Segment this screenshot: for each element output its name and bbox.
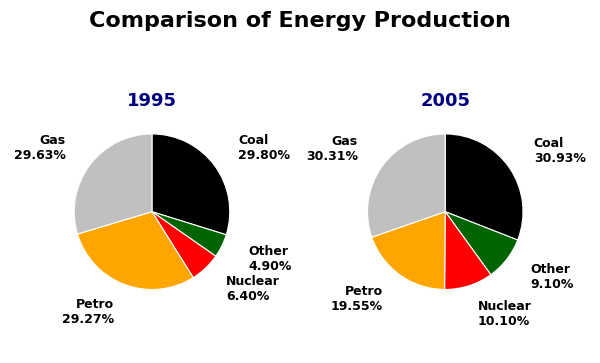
Text: Nuclear
10.10%: Nuclear 10.10% — [478, 300, 532, 328]
Wedge shape — [445, 212, 518, 275]
Wedge shape — [372, 212, 445, 289]
Title: 1995: 1995 — [127, 92, 177, 110]
Wedge shape — [152, 212, 216, 278]
Text: Coal
30.93%: Coal 30.93% — [534, 137, 586, 165]
Wedge shape — [152, 212, 226, 256]
Text: Coal
29.80%: Coal 29.80% — [238, 134, 290, 162]
Text: Petro
29.27%: Petro 29.27% — [62, 298, 114, 326]
Title: 2005: 2005 — [420, 92, 470, 110]
Wedge shape — [152, 134, 230, 235]
Text: Nuclear
6.40%: Nuclear 6.40% — [226, 276, 280, 303]
Wedge shape — [367, 134, 445, 237]
Text: Comparison of Energy Production: Comparison of Energy Production — [89, 11, 511, 31]
Text: Gas
29.63%: Gas 29.63% — [14, 134, 66, 162]
Text: Other
4.90%: Other 4.90% — [248, 245, 292, 273]
Text: Petro
19.55%: Petro 19.55% — [331, 285, 383, 313]
Text: Gas
30.31%: Gas 30.31% — [306, 135, 358, 163]
Text: Other
9.10%: Other 9.10% — [530, 264, 574, 291]
Wedge shape — [445, 134, 523, 240]
Wedge shape — [74, 134, 152, 234]
Wedge shape — [77, 212, 193, 289]
Wedge shape — [445, 212, 491, 289]
